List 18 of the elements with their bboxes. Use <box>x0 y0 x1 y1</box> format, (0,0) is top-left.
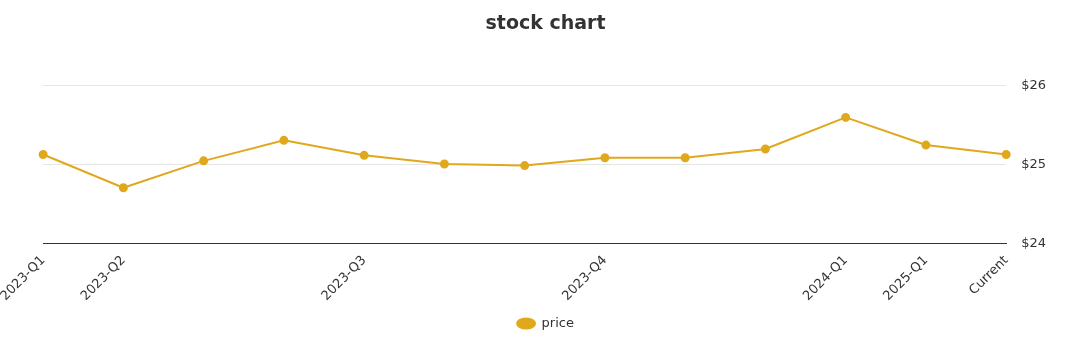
y-tick-label: $24 <box>1021 235 1047 251</box>
point <box>439 159 449 169</box>
y-tick-label: $26 <box>1021 77 1047 93</box>
point <box>1001 150 1011 160</box>
point <box>118 183 128 193</box>
point <box>680 153 690 163</box>
chart-title: stock chart <box>485 11 606 34</box>
point <box>841 112 851 122</box>
point <box>921 140 931 150</box>
point <box>600 153 610 163</box>
point <box>760 144 770 154</box>
point <box>520 161 530 171</box>
point <box>359 150 369 160</box>
y-tick-label: $25 <box>1021 156 1047 172</box>
point <box>199 156 209 166</box>
point <box>38 150 48 160</box>
point <box>279 135 289 145</box>
legend-label: price <box>541 314 574 330</box>
